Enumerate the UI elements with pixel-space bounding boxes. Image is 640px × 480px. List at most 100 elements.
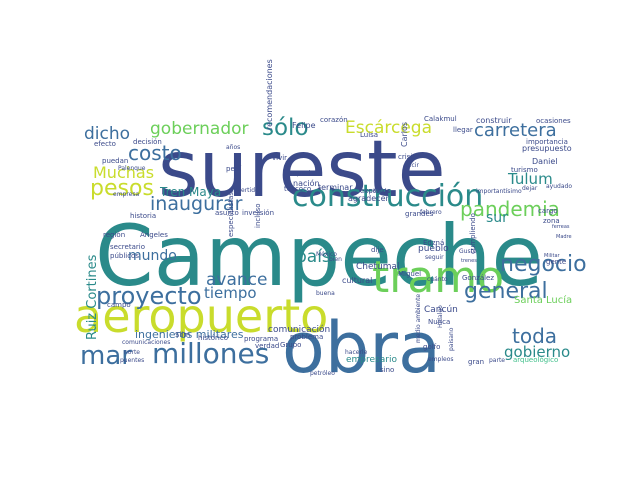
word-avance: avance bbox=[206, 270, 267, 290]
word-hidalgo: Hidalgo bbox=[437, 305, 444, 328]
word-felipe: Felipe bbox=[292, 121, 316, 130]
word-cumpliendo: cumpliendo bbox=[469, 213, 477, 254]
word-grandes: grandes bbox=[405, 210, 434, 218]
word-verdad: verdad bbox=[255, 342, 279, 350]
word-ruiz-cortines: Ruiz Cortines bbox=[85, 254, 100, 340]
word-cargo: cargo bbox=[538, 207, 558, 215]
word-muchas: Muchas bbox=[93, 163, 154, 182]
word-mar: mar bbox=[80, 341, 132, 371]
word-campo: campo bbox=[107, 301, 131, 309]
word-maria: María bbox=[373, 188, 390, 195]
word-region: región bbox=[103, 231, 125, 239]
word-expertos: expertos bbox=[360, 187, 391, 195]
word-pedi: pedí bbox=[226, 165, 242, 173]
word-asunto: asunto bbox=[215, 209, 239, 217]
word-llegar: llegar bbox=[453, 126, 473, 134]
word-mundo: mundo bbox=[128, 248, 177, 264]
word-secretario: secretario bbox=[110, 243, 145, 251]
word-pesos: pesos bbox=[90, 176, 154, 201]
word-escarcega: Escárcega bbox=[345, 118, 432, 138]
word-terminar: terminar bbox=[318, 183, 353, 192]
word-construccion: construcción bbox=[292, 179, 483, 214]
word-palenque: Palenque bbox=[118, 165, 146, 172]
word-daniel: Daniel bbox=[532, 157, 558, 166]
word-gobernador: gobernador bbox=[150, 119, 249, 139]
word-empresario: empresario bbox=[346, 355, 397, 365]
word-cuanto: cuánto bbox=[427, 276, 448, 283]
word-invertido: invertido bbox=[232, 187, 259, 194]
word-calakmul: Calakmul bbox=[424, 115, 457, 123]
word-comunicaciones: comunicaciones bbox=[122, 339, 170, 346]
word-importa: importa bbox=[288, 169, 315, 177]
word-efecto: efecto bbox=[94, 140, 116, 148]
word-tiempo: tiempo bbox=[204, 284, 257, 302]
word-crisis: crisis bbox=[398, 153, 416, 161]
word-vivir: vivir bbox=[272, 154, 287, 162]
word-gusto: Gusto bbox=[459, 248, 477, 255]
word-inversion: inversión bbox=[242, 209, 274, 217]
word-negocio: negocio bbox=[500, 252, 587, 277]
word-especialistas: especialistas bbox=[227, 192, 235, 237]
word-arqueologico: arqueológico bbox=[513, 356, 558, 364]
word-pueblo: pueblo bbox=[418, 244, 449, 254]
word-dije: dije bbox=[371, 246, 384, 254]
word-golfo: golfo bbox=[423, 343, 440, 351]
word-texcoco: texcoco bbox=[284, 185, 311, 193]
word-ayudado: ayudado bbox=[546, 183, 572, 190]
word-empresa: empresa bbox=[113, 191, 139, 198]
word-luisa: Luisa bbox=[360, 131, 378, 139]
word-inaugurar: inaugurar bbox=[150, 193, 243, 215]
word-bien: bien bbox=[329, 256, 342, 263]
word-sur: sur bbox=[486, 210, 508, 226]
word-gonzalez: González bbox=[462, 274, 494, 282]
word-sino: sino bbox=[380, 366, 394, 374]
word-comunicacion: comunicación bbox=[268, 324, 330, 335]
word-construir: construir bbox=[476, 116, 512, 125]
word-agradecer: agradecer bbox=[348, 194, 389, 203]
word-cancun: Cancún bbox=[424, 305, 458, 315]
word-slim: Slim bbox=[175, 331, 190, 339]
word-ferreas: ferreas bbox=[552, 224, 570, 230]
word-nunca: Nunca bbox=[428, 318, 450, 326]
word-tren-maya: Tren Maya bbox=[159, 185, 221, 199]
word-dejar: dejar bbox=[522, 185, 538, 192]
word-buena: buena bbox=[316, 290, 335, 297]
word-paisano: paisano bbox=[448, 327, 455, 351]
word-decir: decir bbox=[404, 162, 419, 169]
word-cultural: cultural bbox=[342, 276, 372, 285]
word-general: general bbox=[464, 279, 548, 304]
word-dicho: dicho bbox=[84, 124, 130, 144]
word-carlos: Carlos bbox=[400, 122, 409, 147]
word-militar: Militar bbox=[544, 253, 561, 259]
word-programa: programa bbox=[244, 335, 278, 343]
word-anos: años bbox=[226, 144, 240, 151]
word-pais: país bbox=[296, 247, 331, 267]
word-aeropuerto: aeropuerto bbox=[74, 289, 328, 343]
word-puentes: puentes bbox=[120, 357, 144, 364]
word-parte: parte bbox=[489, 357, 505, 364]
word-campeche: Campeche bbox=[95, 207, 543, 305]
word-sureste: sureste bbox=[158, 125, 446, 215]
word-solo: sólo bbox=[262, 115, 309, 141]
word-gran: gran bbox=[468, 358, 484, 366]
word-historico: histórico bbox=[198, 334, 228, 342]
word-toda: toda bbox=[512, 324, 557, 348]
word-madre: Madre bbox=[556, 234, 572, 240]
word-tulum: Tulum bbox=[507, 170, 553, 188]
word-petroleo: petróleo bbox=[310, 370, 335, 377]
word-importancia: importancia bbox=[526, 138, 568, 146]
word-presupuesto: presupuesto bbox=[522, 144, 572, 153]
word-carretera: carretera bbox=[474, 120, 557, 141]
word-corazon: corazón bbox=[320, 116, 348, 124]
word-costo: costo bbox=[128, 141, 182, 165]
word-chetumal: Chetumal bbox=[356, 262, 400, 272]
word-puedan: puedan bbox=[102, 157, 128, 165]
word-gobierno: gobierno bbox=[504, 343, 570, 361]
word-medio-ambiente: medio ambiente bbox=[415, 294, 422, 343]
word-santa-lucia: Santa Lucía bbox=[514, 294, 572, 306]
word-recomendaciones: recomendaciones bbox=[265, 59, 274, 130]
word-gente: gente bbox=[546, 258, 566, 266]
word-incluso: incluso bbox=[254, 203, 262, 228]
word-turismo: turismo bbox=[511, 166, 538, 174]
